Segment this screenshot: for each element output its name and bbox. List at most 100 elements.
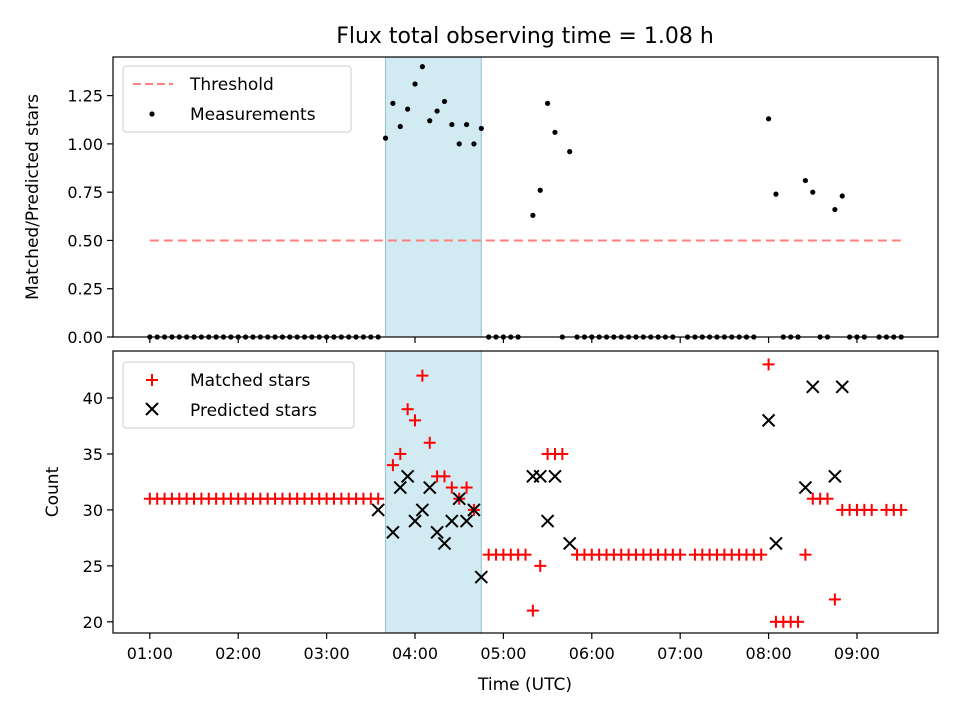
predicted-point	[423, 480, 437, 495]
measurement-point	[471, 141, 477, 147]
measurement-point	[530, 212, 536, 218]
highlight-span	[385, 56, 482, 338]
predicted-point	[408, 514, 422, 528]
xtick-label: 08:00	[746, 644, 792, 663]
predicted-point	[806, 380, 820, 394]
predicted-point	[400, 469, 415, 484]
measurement-point	[765, 116, 772, 122]
matched-point	[828, 593, 841, 606]
predicted-point	[548, 469, 562, 484]
measurement-point	[839, 193, 845, 199]
matched-point	[409, 414, 422, 427]
ytick-label: 1.25	[67, 87, 103, 106]
predicted-point	[452, 492, 466, 506]
measurements-legend-label: Measurements	[190, 105, 316, 125]
ytick-label: 30	[83, 501, 103, 520]
bottom-legend-box	[122, 361, 355, 429]
matched-point	[674, 548, 687, 561]
predicted-point	[540, 514, 555, 528]
top-legend-box	[122, 65, 352, 133]
measurement-point	[802, 177, 809, 184]
xtick-label: 01:00	[127, 644, 173, 663]
matched-point	[556, 447, 569, 460]
measurement-point	[427, 118, 433, 124]
top-panel: 0.00 0.25 0.50 0.75 1.00 1.25 Matched/Predict…	[23, 56, 939, 347]
matched-point	[386, 459, 399, 472]
chart-title: Flux total observing time = 1.08 h	[336, 24, 714, 49]
predicted-point	[459, 514, 474, 528]
predicted-point	[769, 536, 783, 551]
ytick-label: 1.00	[67, 135, 103, 154]
measurement-point	[412, 81, 418, 87]
xtick-label: 05:00	[480, 644, 526, 663]
matched-legend-label: Matched stars	[190, 371, 310, 391]
matched-point	[416, 369, 429, 382]
xtick-label: 02:00	[215, 644, 261, 663]
matched-point	[755, 548, 768, 561]
xtick-label: 03:00	[304, 644, 350, 663]
xtick-label: 06:00	[569, 644, 615, 663]
measurement-point	[456, 141, 462, 147]
matched-point	[526, 604, 539, 617]
predicted-point	[430, 525, 444, 539]
ytick-label: 0.25	[67, 280, 103, 299]
xtick-label: 09:00	[834, 644, 880, 663]
matched-point	[445, 481, 458, 494]
measurement-point	[552, 129, 558, 135]
predicted-point	[445, 514, 459, 528]
top-ylabel: Matched/Predicted stars	[23, 94, 43, 300]
predicted-point	[371, 503, 385, 517]
predicted-point	[386, 525, 400, 539]
predicted-point	[798, 480, 813, 495]
measurement-point	[773, 191, 779, 197]
xtick-label: 07:00	[657, 644, 703, 663]
predicted-point	[467, 503, 481, 517]
measurement-point	[382, 135, 389, 141]
measurement-point	[832, 206, 838, 213]
bottom-axes-frame	[112, 350, 939, 634]
xtick-label: 04:00	[392, 644, 438, 663]
matched-point	[792, 615, 805, 628]
predicted-point	[835, 380, 849, 394]
predicted-point	[828, 469, 842, 484]
predicted-legend-label: Predicted stars	[190, 401, 317, 421]
predicted-point	[761, 413, 776, 428]
ytick-label: 0.75	[67, 183, 103, 202]
measurement-point	[544, 100, 551, 106]
measurements-legend-swatch	[149, 111, 155, 117]
ytick-label: 20	[83, 613, 103, 632]
predicted-point	[474, 570, 489, 584]
matched-point	[372, 492, 385, 505]
matched-point	[799, 548, 812, 561]
matched-point	[821, 492, 834, 505]
matched-point	[762, 358, 775, 371]
matched-point	[438, 470, 451, 483]
measurement-point	[463, 121, 470, 128]
ytick-label: 40	[83, 389, 103, 408]
bottom-ylabel: Count	[43, 466, 63, 517]
predicted-point	[562, 536, 577, 551]
measurement-point	[434, 108, 440, 114]
matched-point	[519, 548, 532, 561]
bottom-plot-area: 20 25 30 35 40 01:00 02:00 03:00 04:00 05:00 06:00…	[83, 350, 908, 663]
matched-point	[534, 559, 547, 572]
threshold-legend-label: Threshold	[189, 75, 274, 95]
measurement-point	[478, 125, 484, 132]
matched-legend-swatch	[146, 374, 158, 386]
ytick-label: 0.00	[67, 328, 103, 347]
top-legend: Threshold Measurements	[122, 65, 352, 133]
bottom-xlabel: Time (UTC)	[477, 675, 572, 695]
measurement-point	[390, 100, 396, 106]
predicted-point	[415, 503, 430, 517]
top-axes-frame	[112, 56, 939, 338]
predicted-point	[437, 536, 452, 551]
predicted-point	[393, 480, 407, 495]
matched-point	[895, 503, 908, 516]
matched-point	[401, 403, 414, 416]
ytick-label: 35	[83, 445, 103, 464]
measurement-point	[567, 149, 573, 155]
predicted-legend-swatch	[145, 402, 159, 416]
matched-point	[865, 503, 878, 516]
measurement-point	[537, 187, 543, 193]
